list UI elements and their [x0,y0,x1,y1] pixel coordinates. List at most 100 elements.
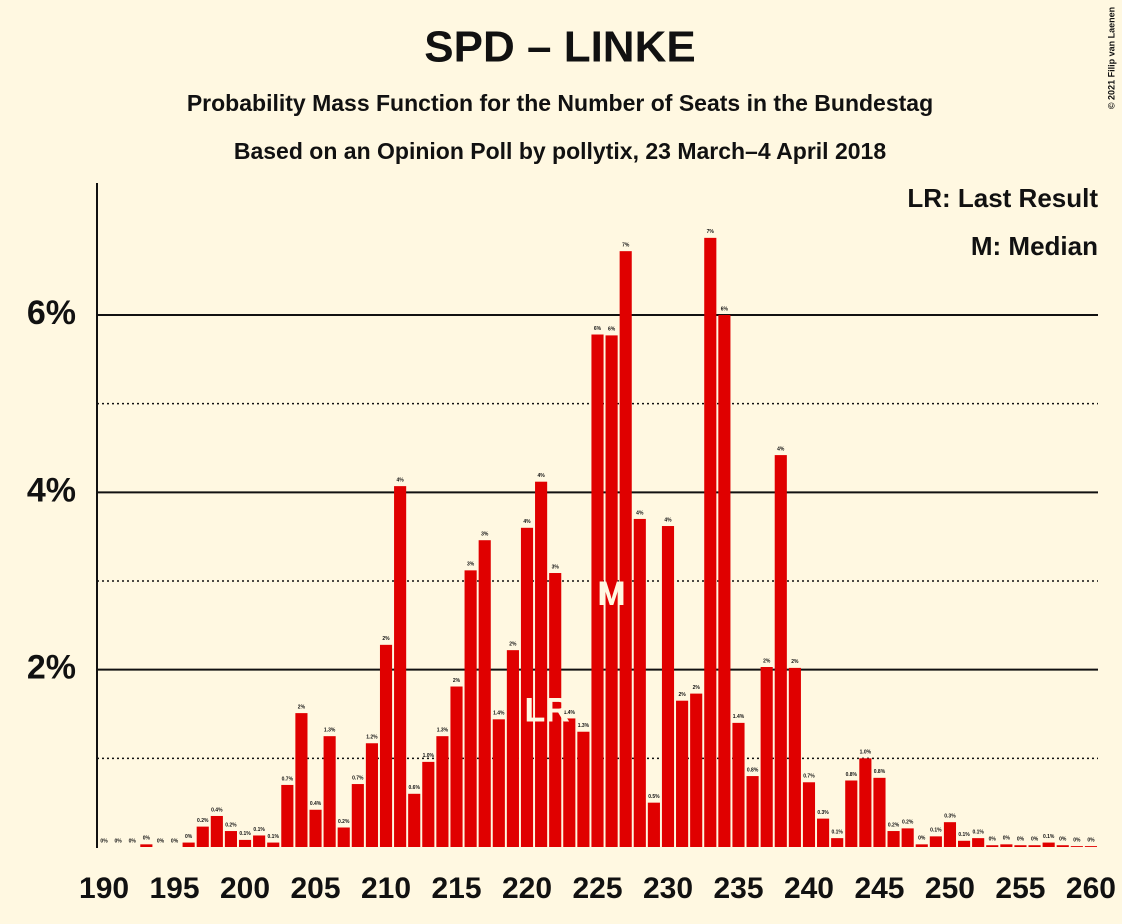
value-label: 2% [791,659,799,665]
bar [845,780,858,847]
bar [746,776,759,847]
bar [365,743,378,847]
bar [323,736,336,847]
x-tick-label: 240 [784,872,834,905]
value-label: 0.1% [268,834,280,840]
bar [929,836,942,847]
value-label: 4% [397,477,405,483]
value-label: 1.4% [564,710,576,716]
value-label: 0% [1059,837,1067,843]
last-result-marker: LR [524,691,569,729]
bar [1028,845,1041,847]
x-tick-label: 210 [361,872,411,905]
value-label: 0% [1017,837,1025,843]
value-label: 0.5% [648,794,660,800]
value-label: 0.4% [211,807,223,813]
bar [1014,845,1027,847]
bar [337,827,350,847]
copyright: © 2021 Filip van Laenen [1106,7,1116,109]
value-label: 0% [143,836,151,842]
value-label: 3% [467,562,475,568]
value-label: 1.4% [493,711,505,717]
bar [577,731,590,847]
value-label: 6% [608,327,616,333]
bar [915,844,928,847]
x-tick-label: 255 [995,872,1045,905]
bar [436,736,449,847]
bar [394,486,407,847]
bar [633,518,646,847]
value-label: 0.2% [902,820,914,826]
chart-subtitle: Based on an Opinion Poll by pollytix, 23… [234,138,886,164]
value-label: 1.3% [578,723,590,729]
value-label: 1.3% [437,727,449,733]
value-label: 4% [636,510,644,516]
value-label: 4% [777,446,785,452]
value-label: 3% [481,532,489,538]
value-label: 7% [707,229,715,235]
legend-entry: LR: Last Result [907,183,1098,213]
x-tick-label: 260 [1066,872,1116,905]
value-label: 1.0% [860,750,872,756]
value-label: 0% [157,838,165,844]
value-label: 0% [1031,837,1039,843]
bar [492,719,505,847]
y-tick-label: 6% [27,294,76,332]
bar [1070,846,1083,847]
value-label: 4% [664,517,672,523]
value-label: 0.2% [225,822,237,828]
x-tick-label: 205 [290,872,340,905]
bar [1000,844,1013,847]
value-label: 0.1% [972,829,984,835]
x-tick-label: 230 [643,872,693,905]
value-label: 0.8% [874,769,886,775]
value-label: 0% [1003,836,1011,842]
value-label: 2% [763,658,771,664]
bar [901,828,914,847]
value-label: 0.8% [846,772,858,778]
value-label: 0.8% [747,767,759,773]
y-tick-label: 2% [27,649,76,687]
value-label: 0% [185,834,193,840]
value-label: 0% [918,836,926,842]
value-label: 0.1% [253,827,265,833]
bar [478,540,491,847]
bar [295,713,308,847]
bar [591,334,604,847]
value-label: 0.1% [239,831,251,837]
value-label: 0.1% [1043,834,1055,840]
bar [535,481,548,847]
bar [718,315,731,847]
value-label: 0.2% [197,818,209,824]
bar [140,844,153,847]
value-label: 0.3% [817,810,829,816]
bar [788,667,801,847]
x-tick-label: 220 [502,872,552,905]
bar [859,758,872,847]
bar [760,667,773,847]
chart-title: SPD – LINKE [424,23,695,72]
x-tick-label: 200 [220,872,270,905]
bar [422,761,435,847]
value-label: 0.6% [409,785,421,791]
bar [238,839,252,847]
value-label: 1.3% [324,727,336,733]
bar [549,573,562,847]
bar [281,784,294,847]
bar [732,722,745,847]
legend-entry: M: Median [971,231,1098,261]
y-tick-label: 4% [27,471,76,509]
bar [520,527,534,847]
value-label: 0.4% [310,801,322,807]
value-label: 0.1% [930,828,942,834]
bar [943,822,957,847]
bar [958,840,971,847]
bar [802,782,816,847]
bar [1042,842,1055,847]
value-label: 6% [594,326,602,332]
bar [182,842,195,847]
value-label: 2% [382,636,390,642]
value-label: 0.7% [803,774,815,780]
value-label: 0.1% [831,829,843,835]
bar [464,570,477,847]
